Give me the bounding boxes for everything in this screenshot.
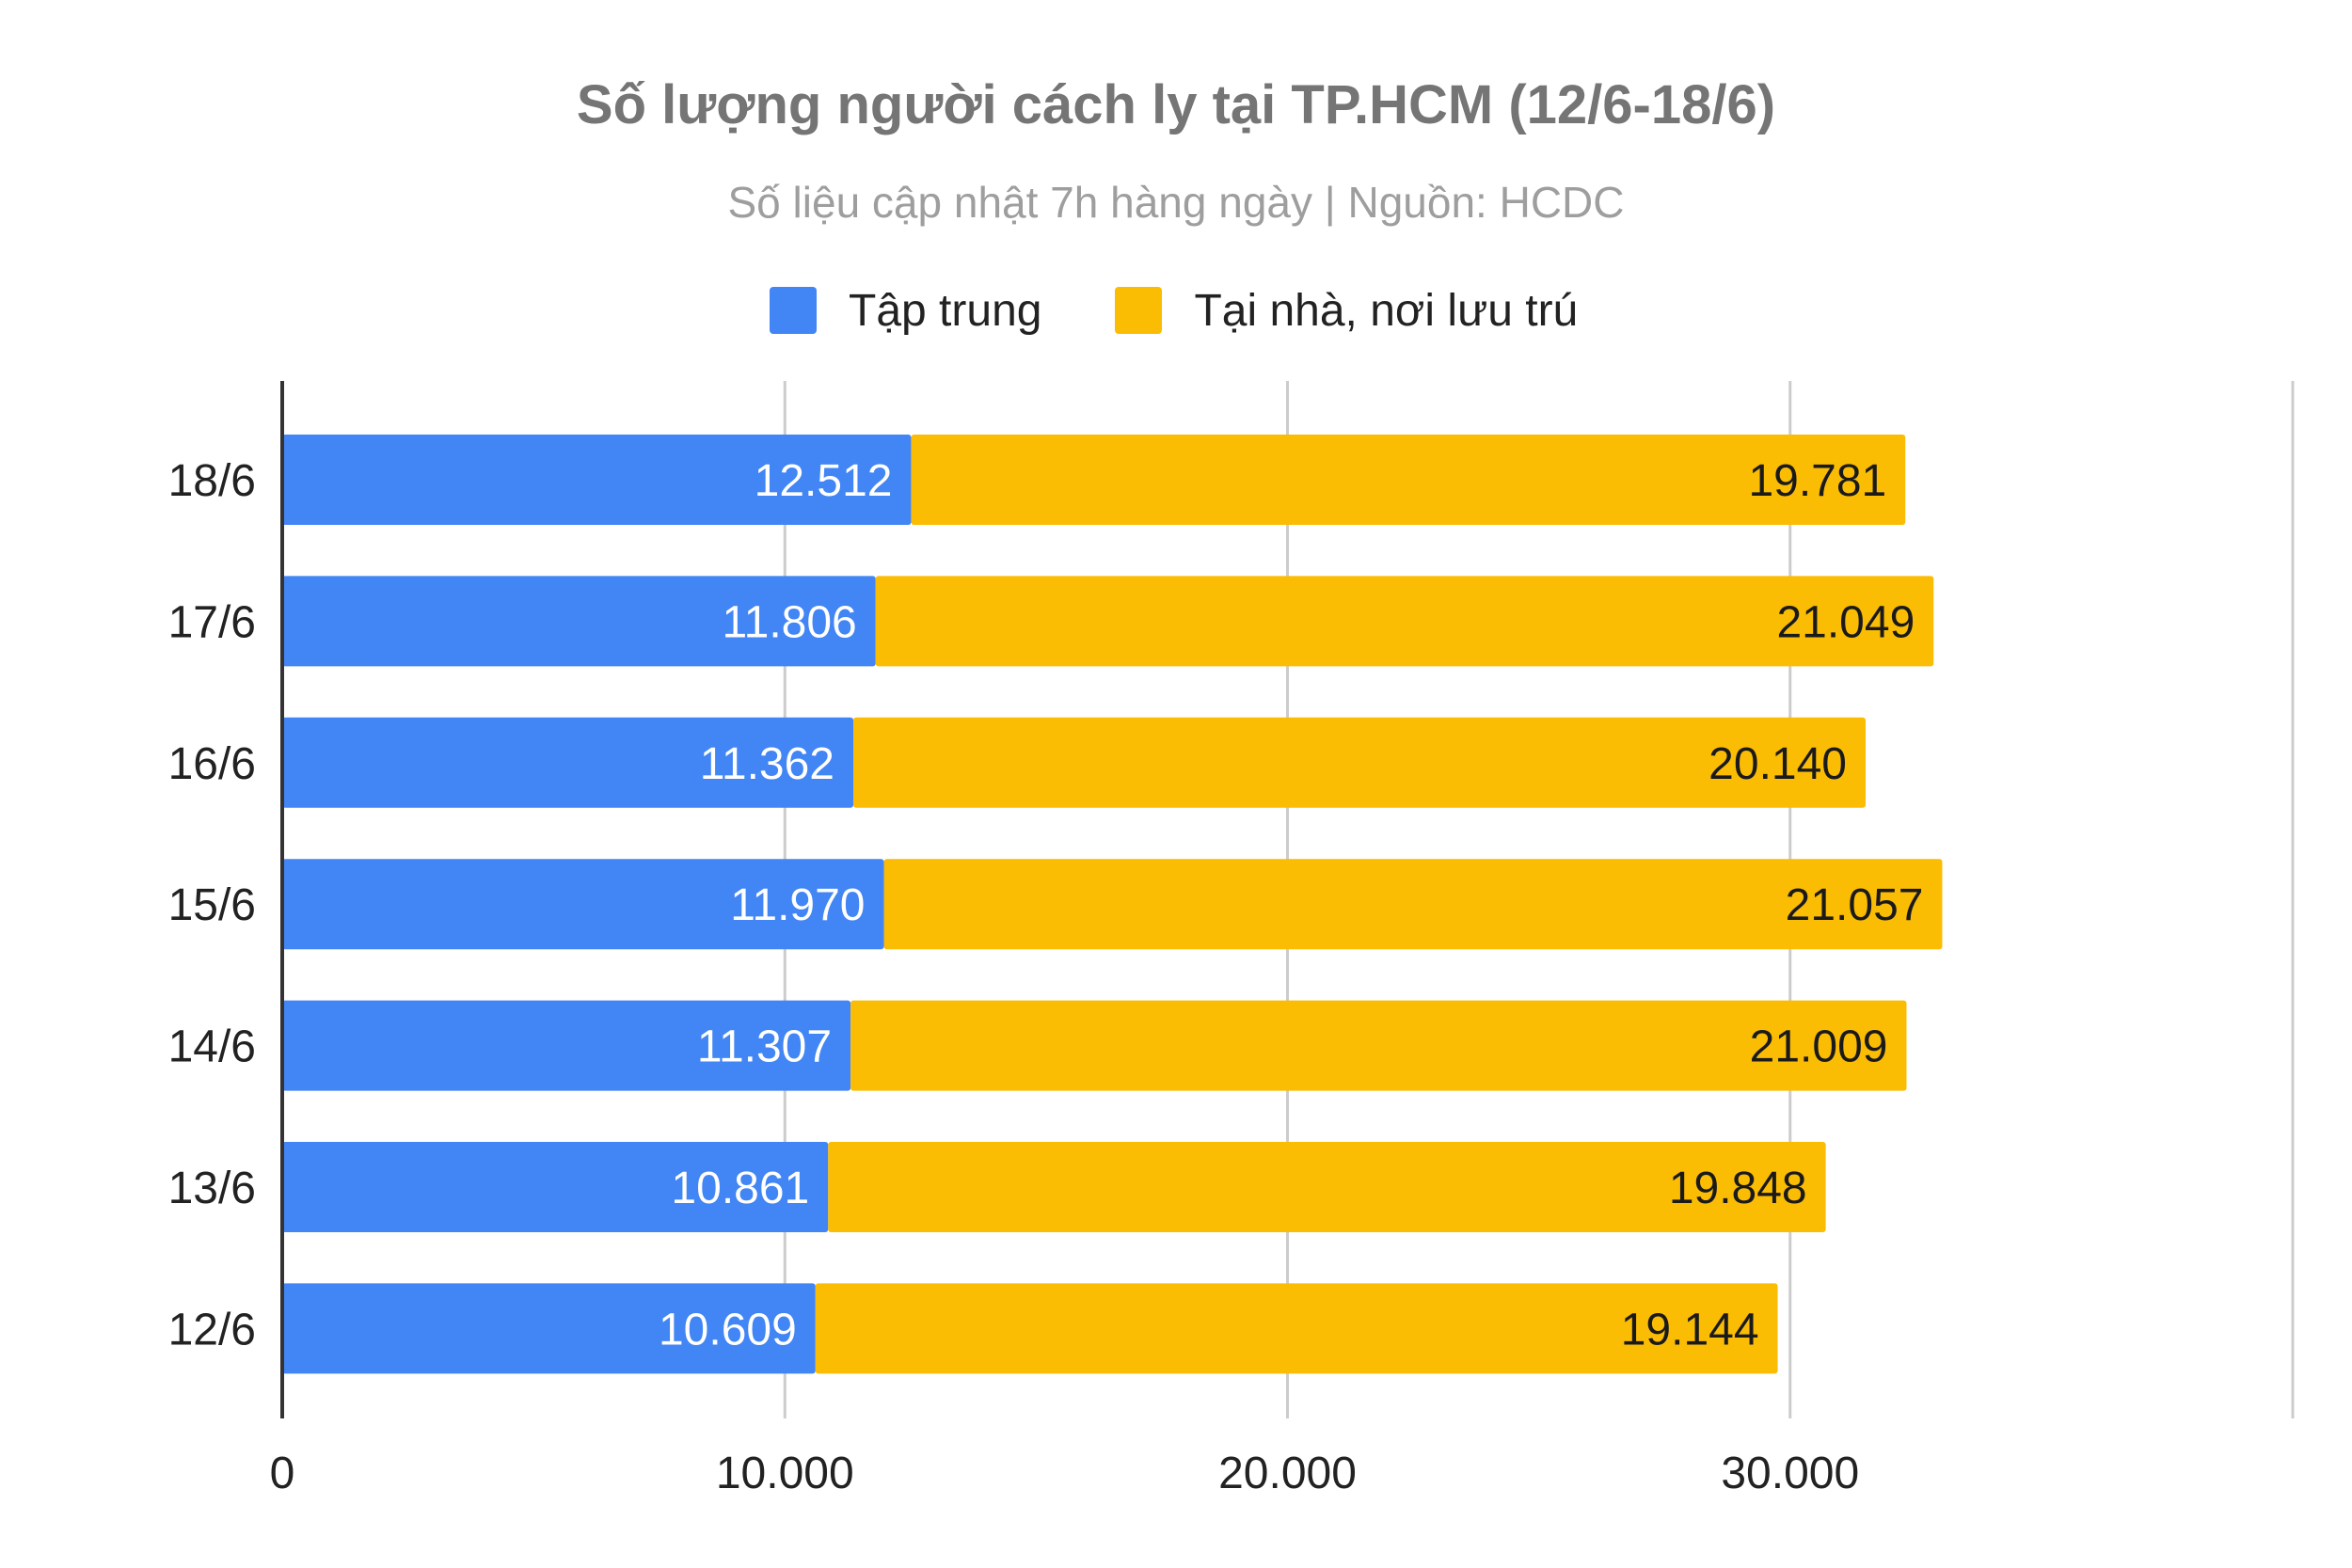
data-label: 19.144 (1621, 1305, 1759, 1354)
data-label: 21.049 (1776, 597, 1915, 647)
x-tick-label: 20.000 (1218, 1449, 1357, 1498)
bar-tap-trung (282, 576, 876, 667)
legend-swatch-tap-trung (770, 287, 817, 334)
bar-tai-nha (815, 1283, 1778, 1374)
bar-tap-trung (282, 1283, 816, 1374)
bar-tai-nha (875, 576, 1934, 667)
bar-tap-trung (282, 1000, 851, 1091)
x-tick-label: 0 (270, 1449, 295, 1498)
y-tick-label: 13/6 (168, 1164, 256, 1213)
bar-tai-nha (911, 435, 1906, 525)
legend-label-tap-trung: Tập trung (849, 285, 1042, 336)
x-tick-label: 30.000 (1721, 1449, 1859, 1498)
bar-tap-trung (282, 1142, 829, 1232)
data-label: 11.970 (730, 880, 865, 930)
y-tick-label: 16/6 (168, 739, 256, 789)
legend-swatch-tai-nha (1115, 287, 1163, 334)
legend-label-tai-nha: Tại nhà, nơi lưu trú (1194, 285, 1579, 336)
bar-tai-nha (828, 1142, 1826, 1232)
bar-tap-trung (282, 717, 854, 808)
chart-subtitle: Số liệu cập nhật 7h hàng ngày | Nguồn: H… (727, 178, 1625, 227)
data-label: 12.512 (755, 456, 893, 506)
bar-tai-nha (883, 859, 1943, 950)
data-label: 21.057 (1786, 880, 1924, 930)
bar-tap-trung (282, 859, 884, 950)
bar-tap-trung (282, 435, 912, 525)
y-tick-label: 15/6 (168, 880, 256, 930)
data-label: 11.362 (700, 739, 834, 789)
bar-tai-nha (853, 717, 1866, 808)
data-label: 11.307 (697, 1022, 832, 1072)
legend-item-tai-nha: Tại nhà, nơi lưu trú (1115, 285, 1578, 337)
data-label: 21.009 (1750, 1022, 1888, 1072)
data-label: 19.781 (1748, 456, 1886, 506)
y-tick-label: 12/6 (168, 1305, 256, 1354)
data-label: 20.140 (1708, 739, 1847, 789)
y-tick-label: 14/6 (168, 1022, 256, 1072)
data-label: 11.806 (722, 597, 856, 647)
data-label: 10.861 (671, 1164, 809, 1213)
data-label: 19.848 (1669, 1164, 1807, 1213)
legend-item-tap-trung: Tập trung (770, 285, 1041, 337)
data-label: 10.609 (659, 1305, 797, 1354)
x-tick-label: 10.000 (716, 1449, 854, 1498)
y-tick-label: 18/6 (168, 456, 256, 506)
chart-title: Số lượng người cách ly tại TP.HCM (12/6-… (576, 74, 1776, 135)
chart-legend: Tập trung Tại nhà, nơi lưu trú (770, 282, 1651, 339)
bar-tai-nha (850, 1000, 1907, 1091)
y-tick-label: 17/6 (168, 597, 256, 647)
